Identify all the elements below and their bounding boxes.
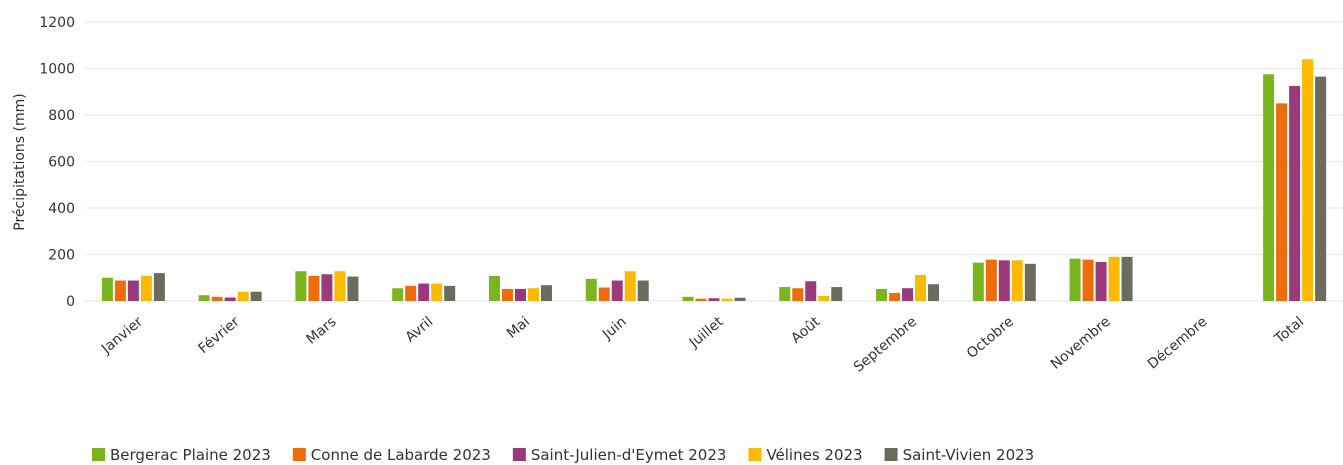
legend-swatch xyxy=(748,448,762,461)
legend-label: Vélines 2023 xyxy=(766,446,862,464)
y-tick-label: 200 xyxy=(48,248,75,264)
bar xyxy=(250,291,262,301)
bar xyxy=(198,295,210,301)
bar xyxy=(998,260,1010,301)
bar xyxy=(734,297,746,301)
bar xyxy=(527,288,539,301)
bar xyxy=(831,287,843,301)
x-tick-label: Mars xyxy=(303,314,339,348)
y-axis-label: Précipitations (mm) xyxy=(12,93,28,230)
bar xyxy=(114,280,126,301)
y-tick-label: 800 xyxy=(48,108,75,124)
bar xyxy=(624,271,636,301)
bar xyxy=(805,281,817,301)
bar xyxy=(211,296,223,301)
bar xyxy=(392,288,404,301)
bar xyxy=(972,262,984,301)
bar xyxy=(501,288,513,301)
legend-label: Saint-Julien-d'Eymet 2023 xyxy=(531,446,727,464)
bar xyxy=(127,280,139,301)
bar xyxy=(1263,74,1275,301)
x-tick-label: Juin xyxy=(599,314,630,343)
bar xyxy=(514,288,526,301)
bar xyxy=(876,288,888,301)
bar xyxy=(1069,258,1081,301)
bar xyxy=(598,287,610,301)
bar xyxy=(153,273,165,301)
bar xyxy=(779,287,791,301)
x-tick-label: Décembre xyxy=(1145,314,1211,373)
bar xyxy=(611,280,623,301)
bar xyxy=(140,275,152,301)
legend-swatch xyxy=(884,448,898,461)
bar xyxy=(1276,103,1288,301)
x-tick-label: Août xyxy=(788,313,823,346)
bar xyxy=(928,284,940,301)
x-tick-label: Mai xyxy=(504,314,533,342)
legend-label: Saint-Vivien 2023 xyxy=(903,446,1035,464)
y-tick-label: 0 xyxy=(66,294,75,310)
bar xyxy=(237,291,249,301)
bar xyxy=(682,296,694,301)
legend-swatch xyxy=(292,448,306,461)
bar xyxy=(224,297,236,301)
bar xyxy=(488,275,500,301)
bar xyxy=(1024,263,1036,301)
y-tick-label: 1000 xyxy=(39,62,75,78)
bar xyxy=(1289,85,1301,301)
x-tick-label: Avril xyxy=(403,314,437,346)
bar xyxy=(985,259,997,301)
bar xyxy=(902,288,914,301)
x-tick-label: Octobre xyxy=(964,314,1017,362)
legend-swatch xyxy=(512,448,526,461)
bar xyxy=(818,295,830,301)
x-tick-label: Janvier xyxy=(98,314,146,358)
bar xyxy=(418,283,430,301)
bar xyxy=(585,278,597,301)
bar xyxy=(540,285,552,301)
bar xyxy=(101,277,113,301)
bar xyxy=(708,298,720,301)
bar xyxy=(1108,256,1120,301)
y-tick-label: 400 xyxy=(48,201,75,217)
bar xyxy=(444,285,456,301)
legend-swatch xyxy=(92,448,105,461)
legend-label: Conne de Labarde 2023 xyxy=(311,446,491,464)
bar xyxy=(915,274,927,301)
y-tick-label: 600 xyxy=(48,155,75,171)
bar xyxy=(637,280,649,301)
bar xyxy=(695,298,707,301)
bar xyxy=(889,292,901,301)
bar xyxy=(1121,256,1133,301)
legend-label: Bergerac Plaine 2023 xyxy=(110,446,271,464)
bar xyxy=(1095,261,1107,301)
bar xyxy=(334,271,346,301)
bar xyxy=(1302,59,1314,302)
x-tick-label: Total xyxy=(1271,314,1307,348)
bar xyxy=(431,283,443,301)
bar xyxy=(1011,260,1023,301)
bar xyxy=(295,271,307,301)
bar xyxy=(792,288,804,301)
x-tick-label: Novembre xyxy=(1048,314,1114,373)
x-tick-label: Février xyxy=(196,314,243,357)
x-tick-label: Juillet xyxy=(686,313,727,351)
bar xyxy=(308,275,320,301)
bar xyxy=(405,285,417,301)
bar xyxy=(1082,259,1094,301)
y-tick-label: 1200 xyxy=(39,15,75,31)
bar xyxy=(347,276,359,301)
bar xyxy=(1315,76,1327,301)
x-tick-label: Septembre xyxy=(851,314,920,376)
bar xyxy=(321,274,333,301)
bar xyxy=(721,298,733,301)
